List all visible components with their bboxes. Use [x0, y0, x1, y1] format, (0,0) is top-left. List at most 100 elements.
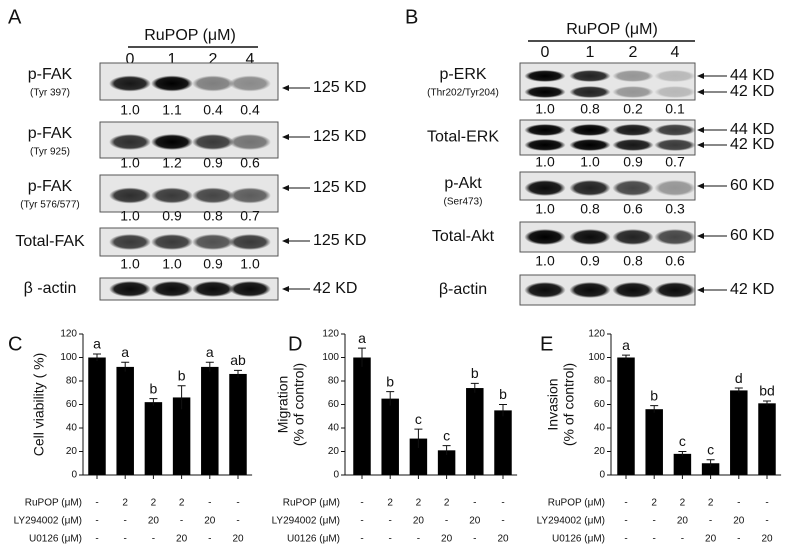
blot-band [192, 187, 234, 204]
treatment-dose: 20 [176, 534, 188, 545]
treatment-dose: - [501, 516, 504, 527]
blot-band [524, 124, 566, 136]
blot-band [192, 281, 234, 297]
y-tick-label: 120 [60, 329, 77, 340]
blot-band [109, 234, 151, 250]
protein-label: β-actin [439, 281, 487, 298]
lane-label: 1 [168, 51, 177, 68]
marker-label: 44 KD [730, 67, 774, 84]
quant-label: 0.6 [240, 155, 260, 171]
blot-band [192, 75, 234, 92]
quant-label: 0.4 [240, 102, 260, 118]
treatment-dose: 20 [469, 516, 481, 527]
significance-letter: c [443, 427, 450, 443]
quant-label: 1.2 [162, 155, 182, 171]
treatment-dose: - [208, 498, 211, 509]
error-bar [763, 400, 771, 406]
marker-label: 42 KD [313, 280, 357, 297]
bar [437, 450, 456, 475]
treatment-dose: - [124, 516, 127, 527]
arrow-head [282, 238, 289, 244]
arrow-head [282, 134, 289, 140]
blot-band [612, 282, 654, 298]
blot-band [654, 180, 696, 196]
treatment-dose: - [208, 534, 211, 545]
quant-label: 1.0 [120, 102, 140, 118]
significance-letter: bd [759, 383, 775, 399]
quant-label: 0.3 [665, 201, 685, 217]
protein-label: p-FAK [28, 66, 73, 83]
y-tick-label: 0 [333, 470, 339, 481]
blot-band [151, 281, 193, 297]
arrow-head [697, 73, 704, 79]
bar [758, 403, 776, 475]
quant-label: 0.8 [580, 201, 600, 217]
quant-label: 1.0 [535, 154, 555, 170]
treatment-dose: - [473, 534, 476, 545]
error-bar [414, 428, 423, 448]
bar [172, 397, 191, 475]
y-tick-label: 40 [594, 423, 606, 434]
blot-band [569, 229, 611, 245]
protein-label: β -actin [24, 280, 77, 297]
y-tick-label: 80 [328, 376, 340, 387]
treatment-dose: 20 [204, 516, 216, 527]
treatment-dose: - [417, 534, 420, 545]
arrow-head [697, 89, 704, 95]
bar [353, 357, 371, 475]
y-tick-label: 60 [594, 399, 606, 410]
treatment-dose: - [95, 534, 98, 545]
quant-label: 1.0 [120, 208, 140, 224]
y-tick-label: 80 [66, 376, 78, 387]
significance-letter: d [735, 370, 743, 386]
significance-letter: a [121, 344, 129, 360]
treatment-dose: 20 [705, 534, 717, 545]
quant-label: 1.0 [535, 201, 555, 217]
quant-label: 1.0 [240, 256, 260, 272]
site-label: (Thr202/Tyr204) [427, 88, 499, 99]
site-label: (Tyr 397) [30, 88, 70, 99]
blot-band [654, 282, 696, 298]
marker-label: 44 KD [730, 121, 774, 138]
error-bar [358, 347, 366, 367]
protein-label: p-FAK [28, 178, 73, 195]
blot-band [569, 139, 611, 151]
treatment-dose: 20 [733, 516, 745, 527]
treatment-name: RuPOP (μM) [548, 498, 605, 509]
arrow-head [697, 233, 704, 239]
treatment-dose: 2 [151, 498, 157, 509]
bar [409, 438, 428, 475]
marker-label: 42 KD [730, 136, 774, 153]
protein-label: Total-Akt [432, 228, 495, 245]
treatment-dose: 20 [761, 534, 773, 545]
quant-label: 0.9 [203, 256, 223, 272]
blot-band [524, 139, 566, 151]
arrow-head [697, 287, 704, 293]
significance-letter: b [386, 373, 394, 389]
blot-band [151, 75, 193, 92]
panel-label: E [540, 333, 553, 355]
blot-band [569, 70, 611, 82]
protein-label: p-ERK [439, 66, 486, 83]
panel-label: B [405, 6, 418, 28]
y-axis-label: Cell viability ( %) [31, 353, 47, 456]
blot-band [109, 281, 151, 297]
marker-label: 60 KD [730, 227, 774, 244]
error-bar [734, 387, 743, 393]
blot-band [109, 134, 151, 150]
treatment-dose: - [653, 516, 656, 527]
y-tick-label: 0 [599, 470, 605, 481]
bar [381, 398, 399, 475]
error-bar [678, 451, 687, 457]
quant-label: 0.4 [203, 102, 223, 118]
y-tick-label: 120 [588, 329, 605, 340]
protein-label: p-Akt [444, 175, 482, 192]
lane-label: 1 [586, 44, 595, 61]
y-tick-label: 120 [322, 329, 339, 340]
significance-letter: a [622, 337, 630, 353]
blot-band [654, 229, 696, 245]
blot-band [524, 282, 566, 298]
protein-label: Total-FAK [15, 233, 85, 250]
panel-label: C [8, 333, 22, 355]
